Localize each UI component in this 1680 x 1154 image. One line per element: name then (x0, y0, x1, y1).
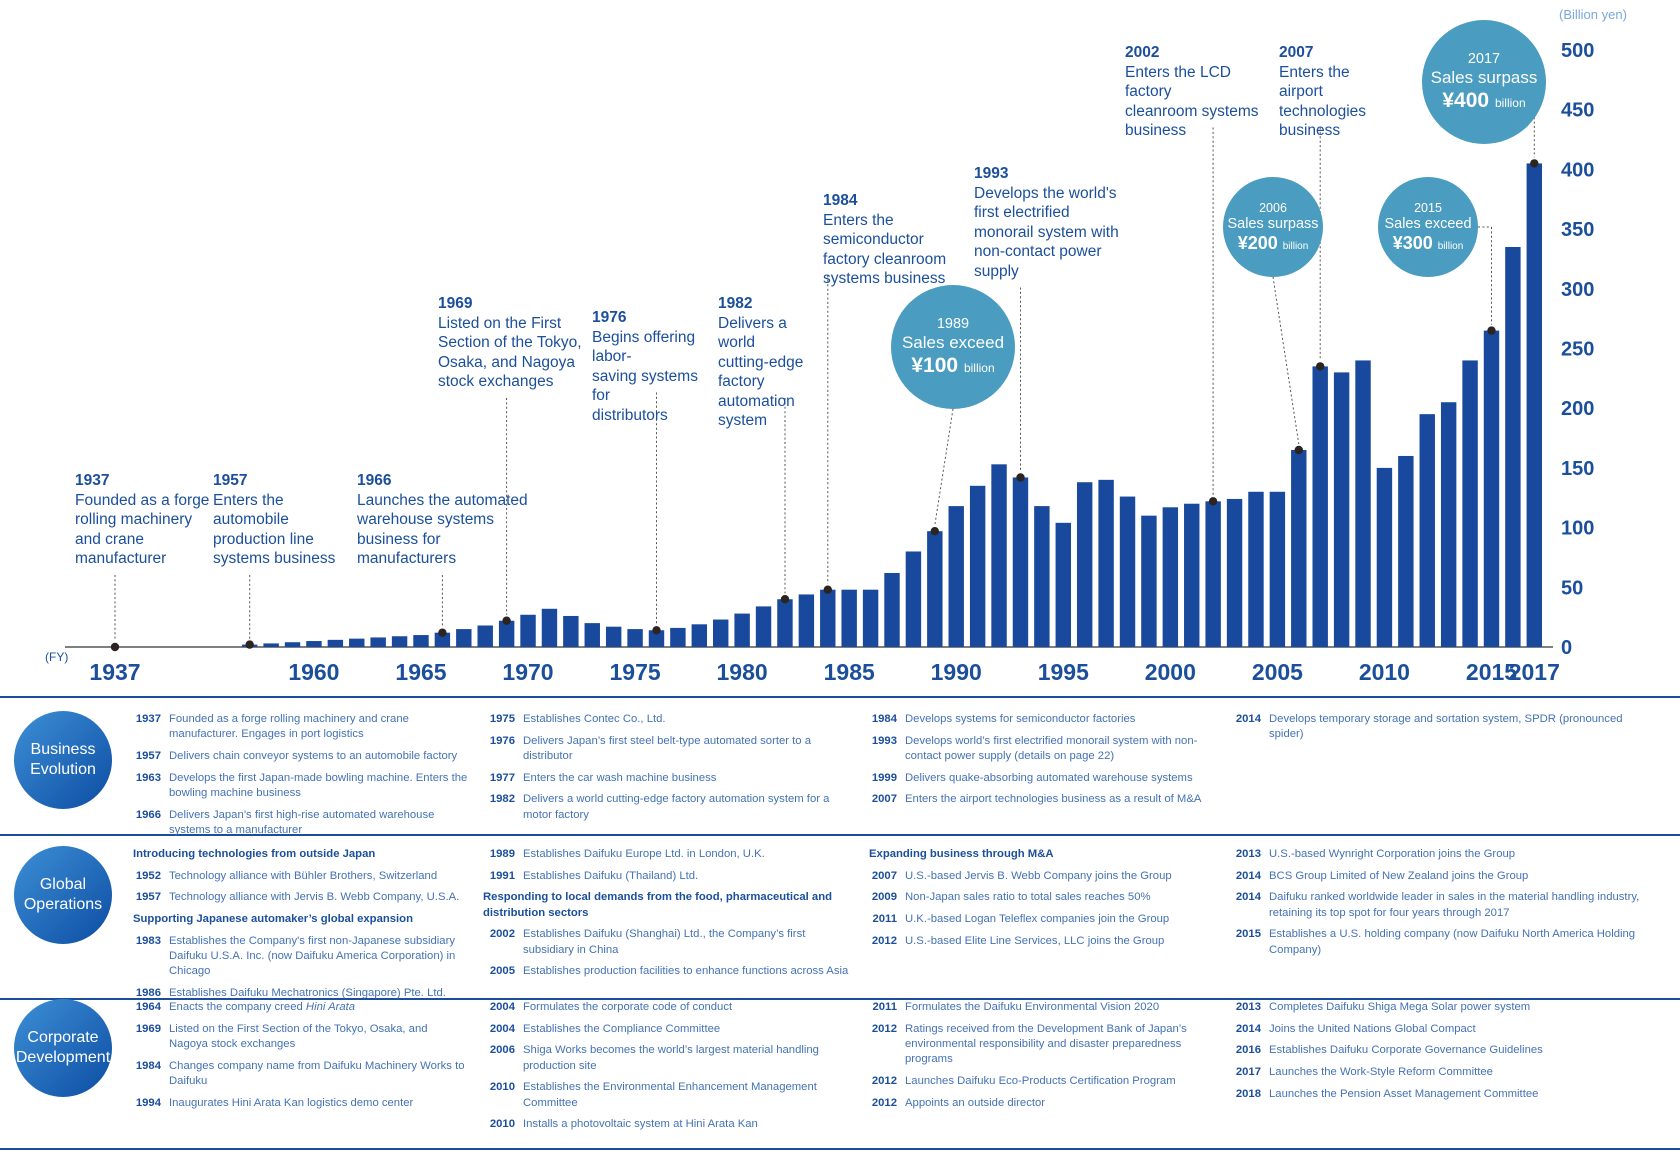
svg-text:1985: 1985 (824, 659, 875, 685)
svg-text:2000: 2000 (1145, 659, 1196, 685)
svg-text:2005: 2005 (1252, 659, 1303, 685)
svg-text:200: 200 (1561, 398, 1594, 420)
svg-text:1960: 1960 (288, 659, 339, 685)
svg-text:1965: 1965 (395, 659, 446, 685)
svg-text:100: 100 (1561, 518, 1594, 540)
svg-text:1970: 1970 (502, 659, 553, 685)
svg-text:(FY): (FY) (45, 650, 68, 664)
svg-text:2017: 2017 (1509, 659, 1560, 685)
svg-text:150: 150 (1561, 458, 1594, 480)
svg-text:250: 250 (1561, 339, 1594, 361)
svg-text:450: 450 (1561, 100, 1594, 122)
svg-text:1937: 1937 (89, 659, 140, 685)
svg-text:2010: 2010 (1359, 659, 1410, 685)
svg-text:50: 50 (1561, 577, 1583, 599)
svg-text:1995: 1995 (1038, 659, 1089, 685)
svg-text:400: 400 (1561, 159, 1594, 181)
svg-text:1980: 1980 (717, 659, 768, 685)
svg-text:350: 350 (1561, 219, 1594, 241)
svg-text:500: 500 (1561, 40, 1594, 62)
svg-text:(Billion yen): (Billion yen) (1559, 7, 1627, 22)
svg-text:0: 0 (1561, 637, 1572, 659)
svg-text:1975: 1975 (610, 659, 661, 685)
svg-text:300: 300 (1561, 279, 1594, 301)
svg-text:1990: 1990 (931, 659, 982, 685)
